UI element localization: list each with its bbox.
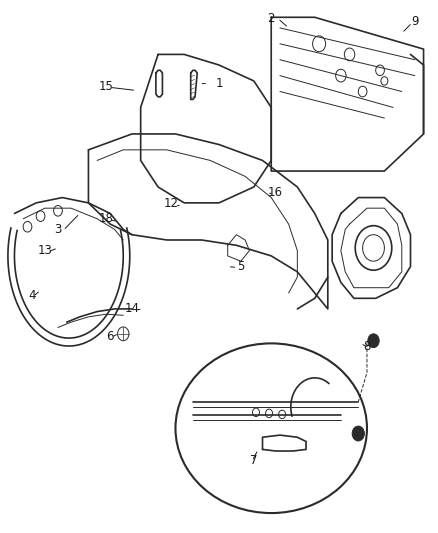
Text: 2: 2 <box>268 12 275 25</box>
Text: 1: 1 <box>215 77 223 90</box>
Text: 12: 12 <box>164 197 179 211</box>
Text: 6: 6 <box>106 330 114 343</box>
Circle shape <box>368 334 379 348</box>
Text: 7: 7 <box>250 454 258 466</box>
Text: 8: 8 <box>363 340 371 352</box>
Text: 3: 3 <box>54 223 62 236</box>
Text: 5: 5 <box>237 260 244 273</box>
Text: 13: 13 <box>38 244 53 257</box>
Text: 16: 16 <box>268 186 283 199</box>
Text: 15: 15 <box>99 80 113 93</box>
Text: 9: 9 <box>411 15 419 28</box>
Text: 4: 4 <box>28 289 35 302</box>
Circle shape <box>352 426 364 441</box>
Text: 14: 14 <box>124 302 139 316</box>
Text: 18: 18 <box>99 212 113 225</box>
